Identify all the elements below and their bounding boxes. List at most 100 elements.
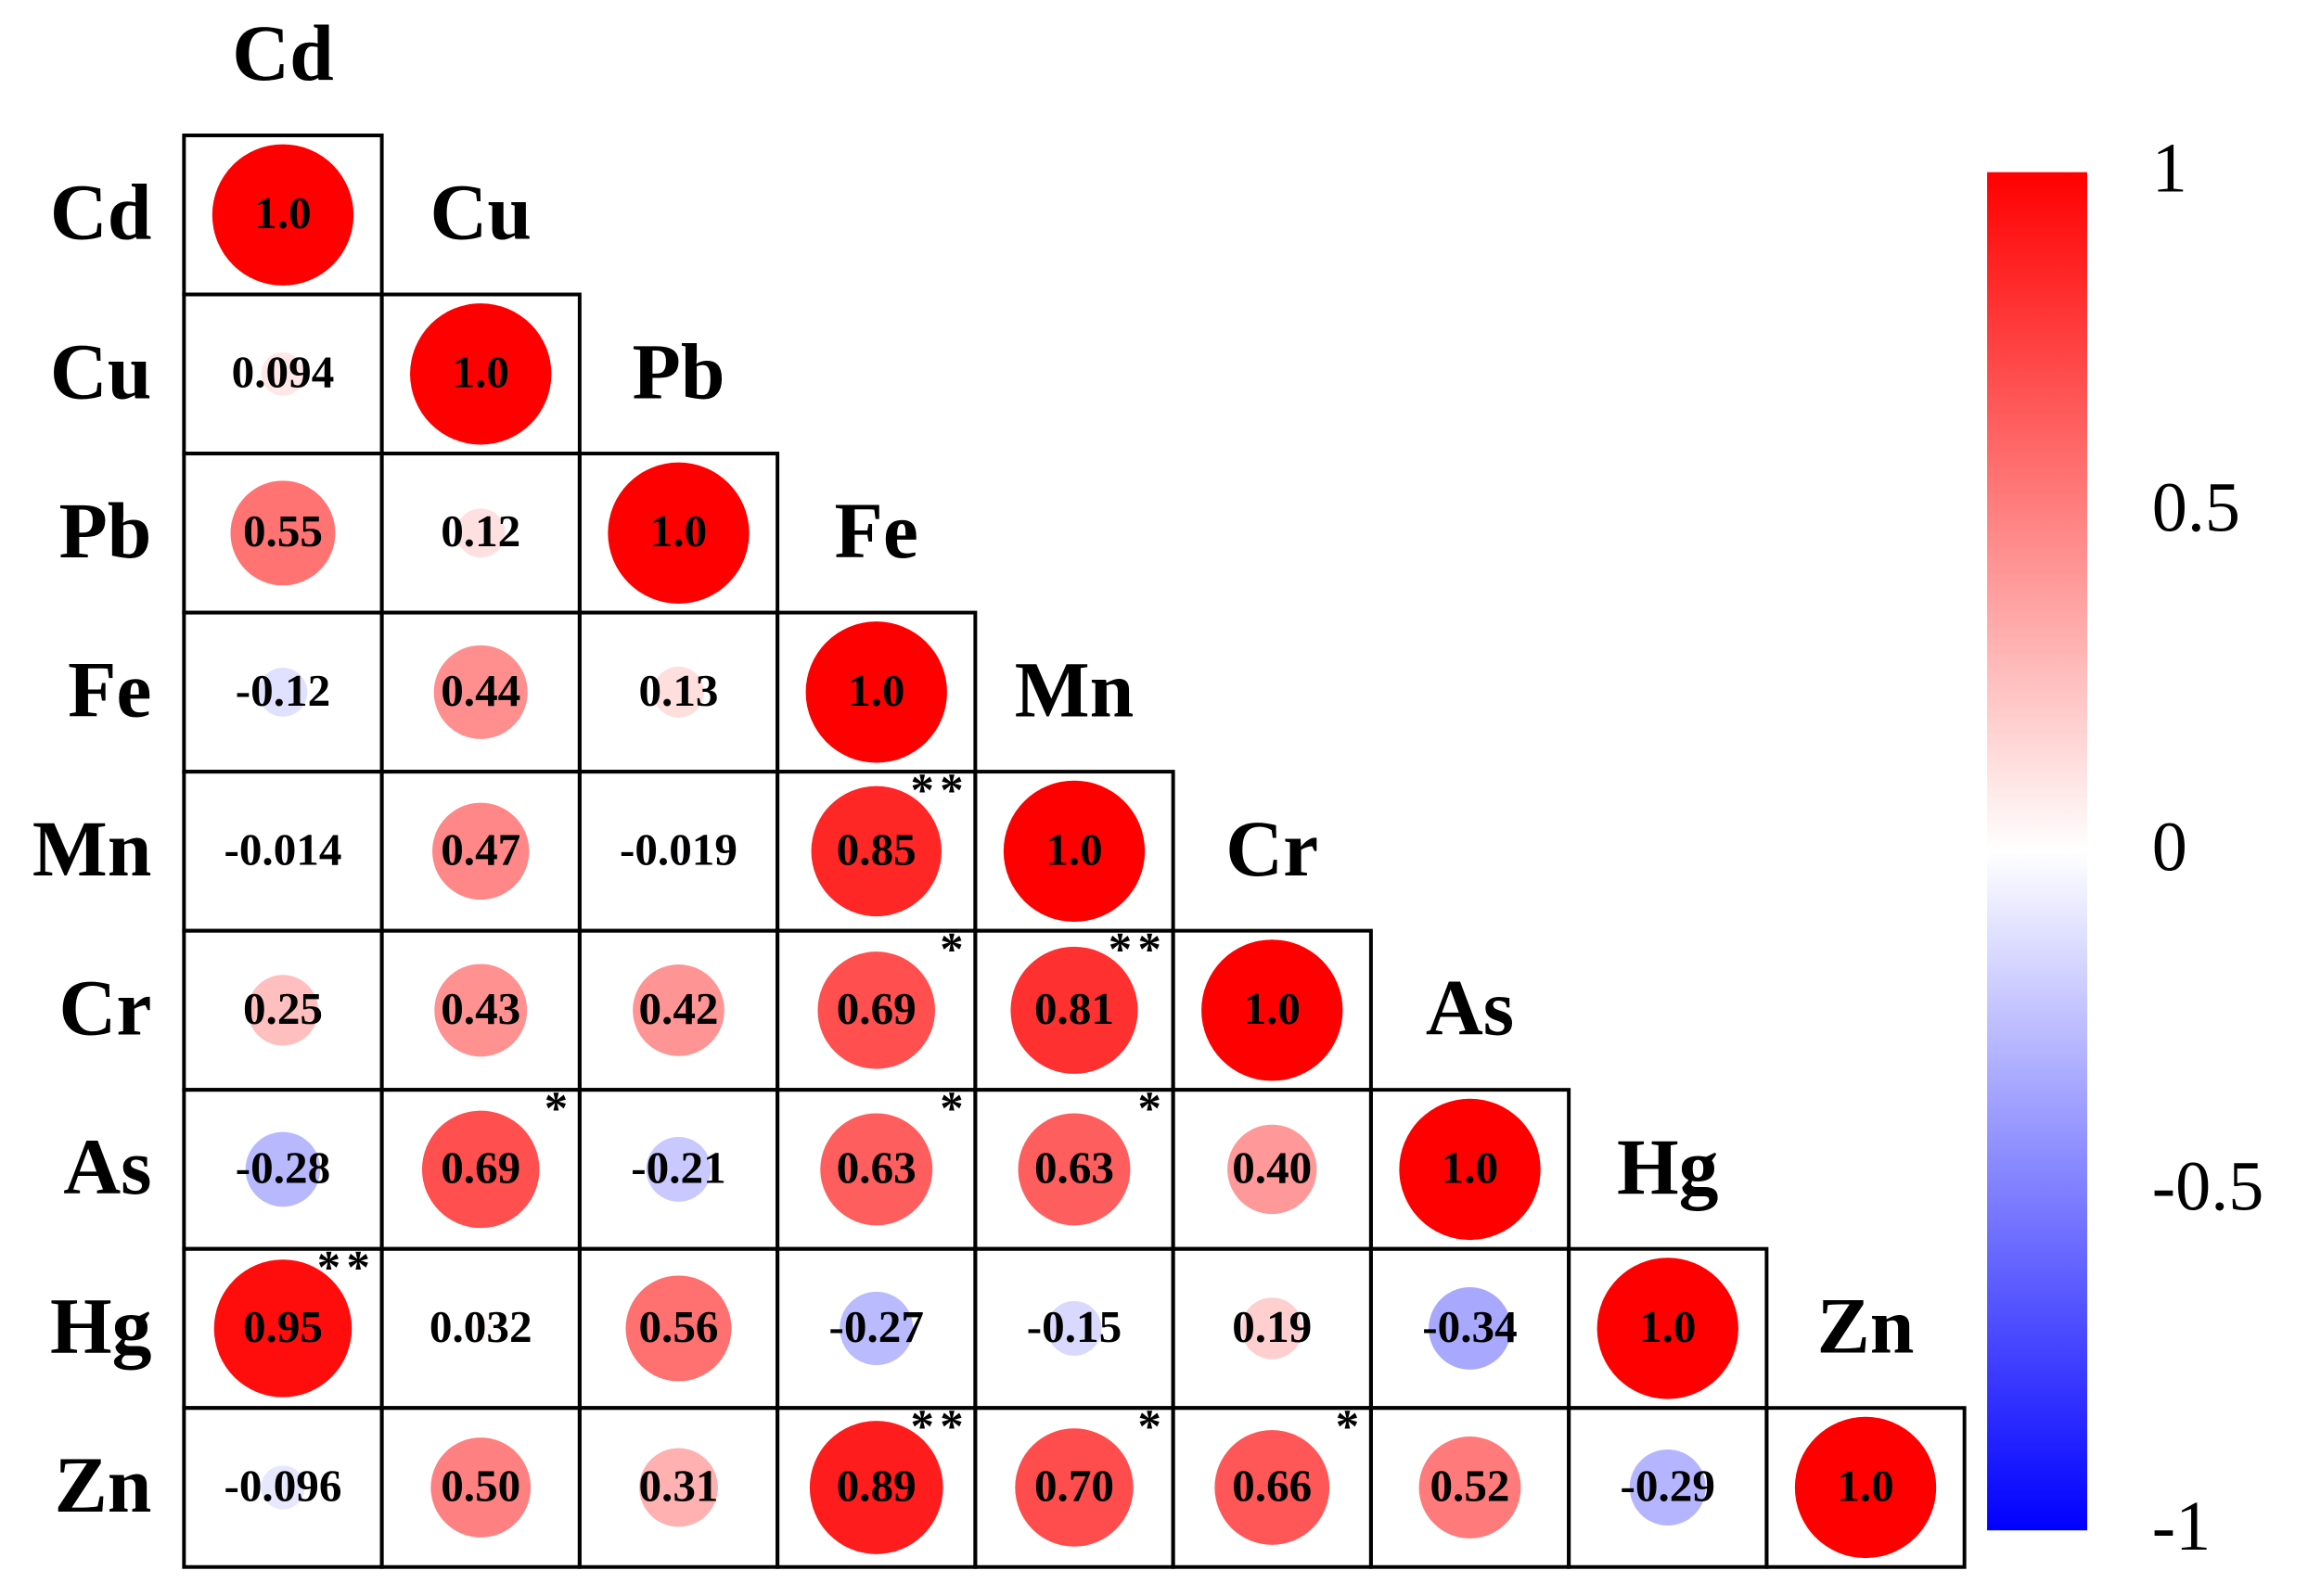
row-label: As — [63, 1123, 151, 1211]
value-label: 1.0 — [1837, 1460, 1893, 1511]
correlation-circle — [1046, 1300, 1102, 1356]
significance-mark: * — [545, 1082, 574, 1134]
correlation-circle — [258, 667, 308, 717]
row-label: Fe — [68, 645, 151, 734]
value-label: 0.094 — [232, 347, 335, 398]
value-label: 0.63 — [1034, 1142, 1114, 1193]
correlation-circle — [212, 144, 354, 286]
correlation-circle — [1018, 1113, 1131, 1226]
cell — [1764, 1406, 1967, 1569]
row-label: Cu — [50, 327, 152, 415]
correlation-circle — [1794, 1416, 1937, 1559]
correlation-circle — [410, 303, 552, 445]
correlation-circle — [820, 1113, 933, 1226]
value-label: 0.50 — [441, 1460, 520, 1511]
correlation-circle — [809, 1421, 943, 1554]
column-label: Pb — [632, 327, 724, 415]
value-label: -0.27 — [829, 1301, 924, 1352]
correlation-circle — [1227, 1124, 1317, 1215]
correlation-circle — [625, 1275, 732, 1382]
row-label: Cr — [59, 964, 152, 1052]
correlation-circle — [1596, 1258, 1738, 1399]
value-label: 0.81 — [1034, 983, 1114, 1034]
value-label: 0.31 — [638, 1460, 718, 1511]
correlation-circle — [433, 645, 528, 739]
value-label: 0.25 — [243, 983, 323, 1034]
value-label: 0.69 — [837, 983, 917, 1034]
value-label: 1.0 — [1639, 1301, 1696, 1352]
correlation-circle — [1418, 1436, 1521, 1539]
value-label: 0.43 — [441, 983, 520, 1034]
value-label: -0.014 — [224, 824, 341, 875]
correlation-circle — [811, 785, 942, 917]
correlation-circle — [455, 508, 506, 558]
colorbar — [1987, 172, 2087, 1531]
correlation-circle — [1214, 1430, 1330, 1545]
colorbar-tick-label: 0.5 — [2152, 468, 2240, 546]
column-label: Cr — [1225, 805, 1318, 893]
row-label: Zn — [55, 1441, 152, 1529]
value-label: -0.12 — [236, 665, 330, 716]
value-label: 0.032 — [430, 1301, 532, 1352]
value-label: 0.56 — [638, 1301, 718, 1352]
colorbar-tick-label: -1 — [2152, 1487, 2211, 1565]
column-label: Zn — [1817, 1282, 1915, 1370]
correlation-circle — [805, 621, 947, 763]
value-label: 1.0 — [254, 187, 311, 238]
correlation-circle — [1399, 1098, 1541, 1241]
value-label: 1.0 — [1442, 1142, 1498, 1193]
value-label: -0.019 — [620, 824, 737, 875]
row-label: Hg — [50, 1282, 151, 1370]
correlation-circle — [639, 1448, 718, 1527]
correlation-circle — [646, 1137, 712, 1202]
significance-mark: ** — [911, 1400, 969, 1452]
value-label: 0.89 — [837, 1460, 917, 1511]
correlation-circle — [1010, 946, 1138, 1074]
value-label: 1.0 — [452, 347, 508, 398]
value-label: 0.12 — [441, 505, 520, 556]
significance-mark: * — [1138, 1400, 1168, 1452]
correlation-circle — [817, 951, 936, 1069]
significance-mark: ** — [317, 1242, 376, 1294]
value-label: -0.34 — [1422, 1301, 1517, 1352]
value-label: 0.13 — [638, 665, 718, 716]
value-label: 0.44 — [441, 665, 520, 716]
correlation-circle — [668, 841, 688, 862]
correlation-circle — [432, 802, 530, 900]
column-label: Cd — [232, 9, 334, 97]
value-label: 1.0 — [1045, 824, 1102, 875]
colorbar-tick-label: -0.5 — [2152, 1148, 2264, 1226]
column-label: Fe — [835, 487, 918, 575]
value-label: 0.47 — [441, 824, 520, 875]
value-label: 0.40 — [1232, 1142, 1312, 1193]
column-label: Hg — [1617, 1123, 1718, 1211]
value-label: -0.28 — [236, 1142, 330, 1193]
value-label: -0.15 — [1027, 1301, 1122, 1352]
correlation-circle — [261, 351, 305, 396]
value-label: 1.0 — [848, 665, 904, 716]
row-label: Cd — [50, 169, 152, 257]
correlation-circle — [1003, 780, 1146, 923]
significance-mark: ** — [911, 764, 969, 816]
significance-mark: * — [1336, 1400, 1366, 1452]
correlation-circle — [213, 1259, 353, 1398]
value-label: 1.0 — [1244, 983, 1301, 1034]
value-label: 0.85 — [837, 824, 917, 875]
significance-mark: ** — [1109, 924, 1167, 976]
correlation-circle — [608, 462, 750, 604]
column-label: Mn — [1015, 645, 1135, 734]
value-label: 1.0 — [650, 505, 707, 556]
value-label: -0.29 — [1621, 1460, 1715, 1511]
value-label: 0.69 — [441, 1142, 520, 1193]
value-label: 0.19 — [1232, 1301, 1312, 1352]
value-label: -0.096 — [224, 1460, 341, 1511]
value-label: 0.42 — [638, 983, 718, 1034]
significance-mark: * — [1138, 1082, 1168, 1134]
correlation-circle — [653, 666, 704, 718]
correlation-circle — [468, 1315, 494, 1342]
value-label: 0.63 — [837, 1142, 917, 1193]
colorbar-tick-label: 1 — [2152, 129, 2187, 207]
correlation-circle — [633, 964, 724, 1056]
significance-mark: * — [940, 1082, 969, 1134]
